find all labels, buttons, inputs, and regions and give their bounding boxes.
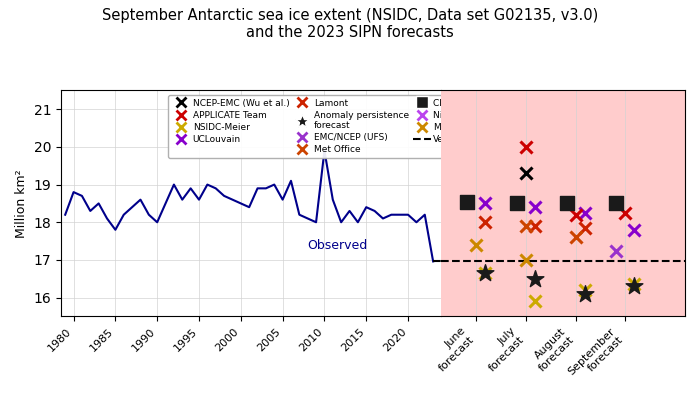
Point bbox=[512, 200, 523, 207]
Text: September Antarctic sea ice extent (NSIDC, Data set G02135, v3.0)
and the 2023 S: September Antarctic sea ice extent (NSID… bbox=[102, 8, 598, 40]
Text: Observed: Observed bbox=[308, 239, 368, 252]
Legend: NCEP-EMC (Wu et al.), APPLICATE Team, NSIDC-Meier, UCLouvain, Lamont, Anomaly pe: NCEP-EMC (Wu et al.), APPLICATE Team, NS… bbox=[168, 95, 541, 158]
Point bbox=[629, 283, 640, 290]
Y-axis label: Million km²: Million km² bbox=[15, 169, 28, 238]
Point bbox=[579, 291, 590, 297]
Point bbox=[480, 270, 491, 276]
Point bbox=[611, 200, 622, 207]
Point bbox=[561, 200, 573, 207]
Point bbox=[462, 198, 473, 205]
Point bbox=[529, 276, 540, 282]
